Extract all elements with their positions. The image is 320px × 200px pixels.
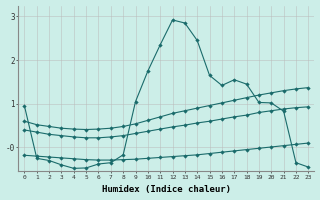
X-axis label: Humidex (Indice chaleur): Humidex (Indice chaleur) <box>102 185 231 194</box>
